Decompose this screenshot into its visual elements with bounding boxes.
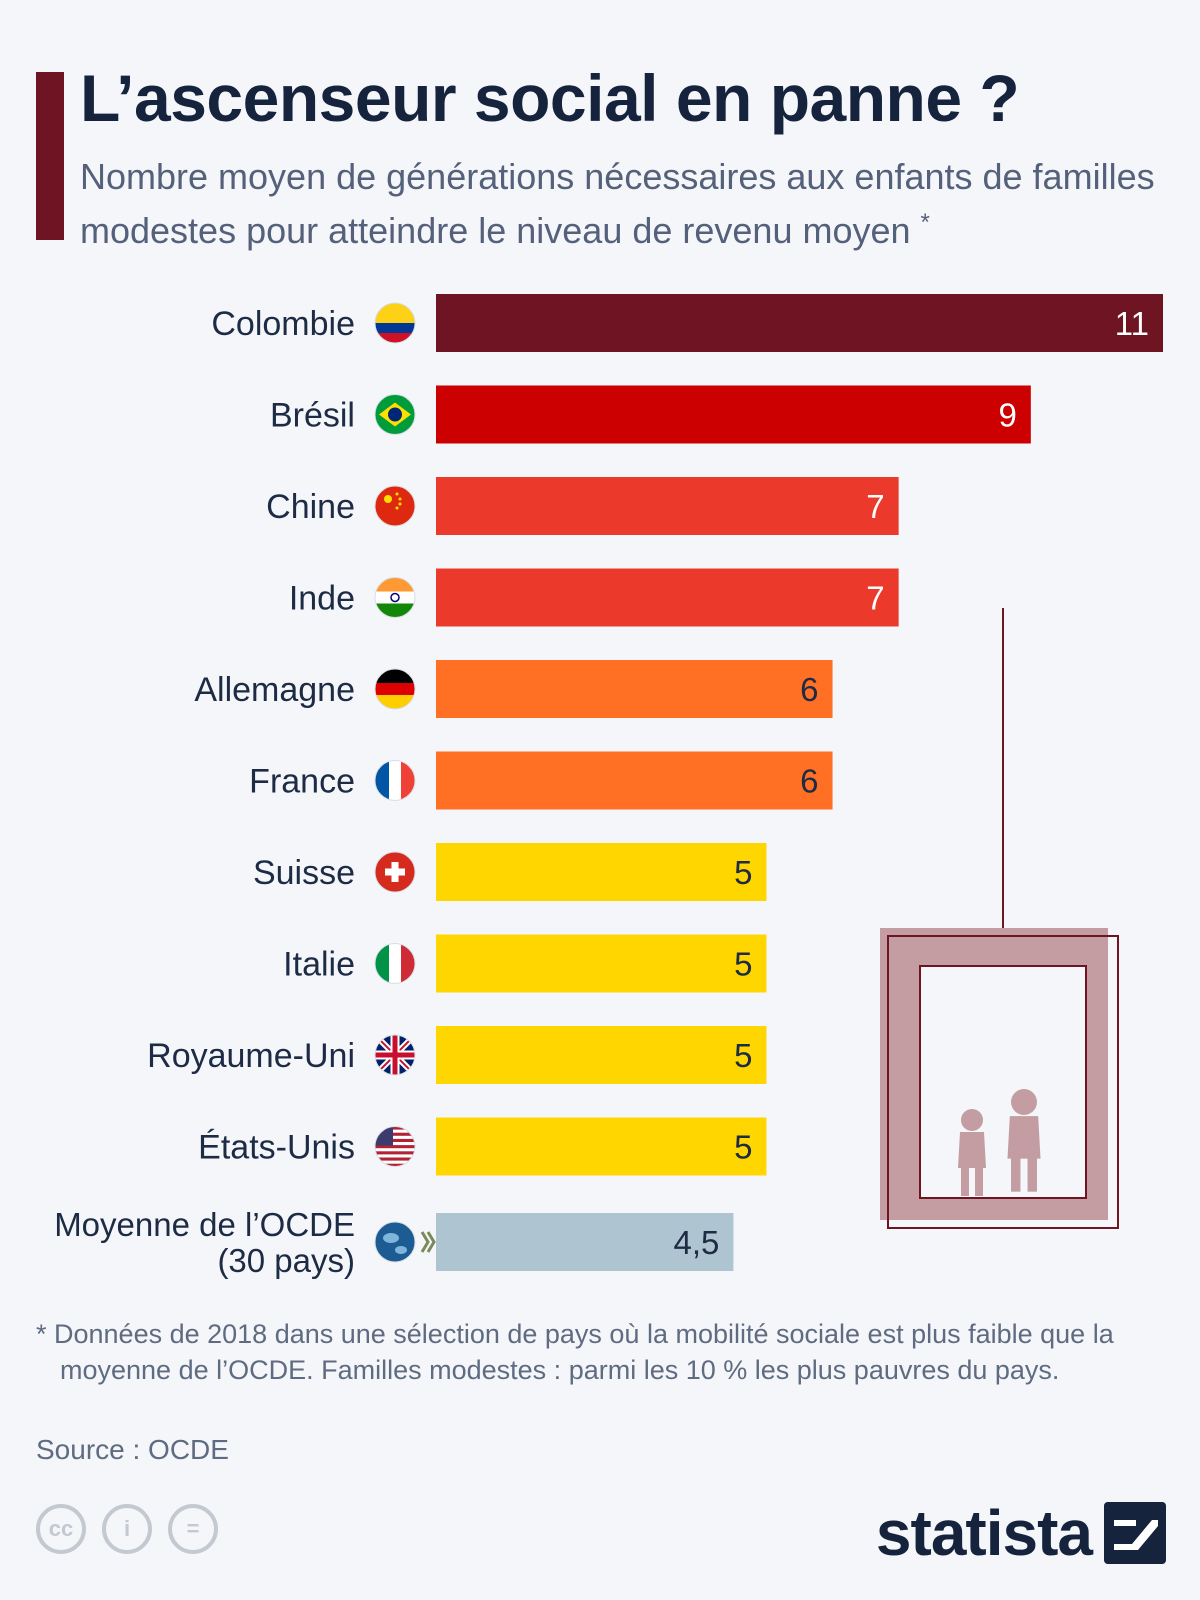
- bar-5: [436, 660, 833, 718]
- india-flag-icon: [374, 577, 416, 618]
- cc-icon[interactable]: cc: [36, 1504, 86, 1554]
- bar-8: [436, 934, 767, 993]
- subtitle-text: Nombre moyen de générations nécessaires …: [80, 156, 1155, 251]
- category-label: États-Unis: [198, 1129, 355, 1167]
- bar-value-label: 4,5: [674, 1224, 720, 1261]
- footnote: * Données de 2018 dans une sélection de …: [36, 1319, 1114, 1385]
- attribution-icon[interactable]: i: [102, 1504, 152, 1554]
- title-accent-bar: [36, 72, 64, 240]
- bar-4: [436, 568, 899, 627]
- category-label: Allemagne: [194, 671, 355, 709]
- bar-value-label: 9: [998, 397, 1016, 434]
- bar-value-label: 5: [734, 1129, 752, 1166]
- license-icons: cc i =: [36, 1504, 218, 1554]
- logo-mark-icon: [1104, 1502, 1166, 1564]
- oecd-globe-icon: [374, 1221, 436, 1263]
- bar-2: [436, 385, 1031, 444]
- bar-value-label: 5: [734, 946, 752, 983]
- source-text: Source : OCDE: [36, 1434, 229, 1465]
- chart-subtitle: Nombre moyen de générations nécessaires …: [80, 154, 1170, 254]
- category-label: Colombie: [211, 305, 355, 343]
- bar-value-label: 6: [800, 763, 818, 800]
- bar-1: [436, 294, 1163, 352]
- page-title: L’ascenseur social en panne ?: [80, 61, 1020, 135]
- bar-6: [436, 751, 833, 810]
- subtitle-footnote-mark: *: [920, 209, 930, 236]
- no-derivatives-icon[interactable]: =: [168, 1504, 218, 1554]
- bar-9: [436, 1026, 767, 1084]
- uk-flag-icon: [374, 1034, 416, 1076]
- china-flag-icon: [374, 485, 416, 527]
- category-label: France: [249, 763, 355, 801]
- statista-logo[interactable]: statista: [876, 1496, 1166, 1570]
- category-label: Suisse: [253, 854, 355, 892]
- germany-flag-icon: [374, 668, 416, 710]
- bar-11: [436, 1213, 734, 1271]
- france-flag-icon: [374, 760, 416, 801]
- switzerland-flag-icon: [374, 851, 416, 893]
- category-label: Inde: [289, 580, 355, 618]
- bar-value-label: 7: [866, 580, 884, 617]
- category-label: Chine: [266, 488, 355, 526]
- bar-value-label: 6: [800, 671, 818, 708]
- brazil-flag-icon: [374, 394, 416, 435]
- logo-wordmark: statista: [875, 1497, 1093, 1569]
- bar-value-label: 5: [734, 1037, 752, 1074]
- bar-value-label: 11: [1115, 305, 1149, 342]
- elevator-with-children-icon: [880, 608, 1119, 1229]
- category-label: Italie: [283, 946, 355, 984]
- bar-value-label: 5: [734, 854, 752, 891]
- category-label: Royaume-Uni: [147, 1037, 355, 1075]
- bar-7: [436, 843, 767, 901]
- bar-chart: 11 Colombie 9 Brésil 7 Chine 7 Inde 6 Allemagne 6 F…: [54, 294, 1163, 1279]
- italy-flag-icon: [374, 943, 416, 984]
- usa-flag-icon: [374, 1126, 416, 1167]
- bar-10: [436, 1117, 767, 1176]
- bar-3: [436, 477, 899, 535]
- category-label: Moyenne de l’OCDE (30 pays): [54, 1206, 355, 1279]
- colombia-flag-icon: [374, 302, 416, 344]
- category-label: Brésil: [270, 397, 355, 435]
- bar-value-label: 7: [866, 488, 884, 525]
